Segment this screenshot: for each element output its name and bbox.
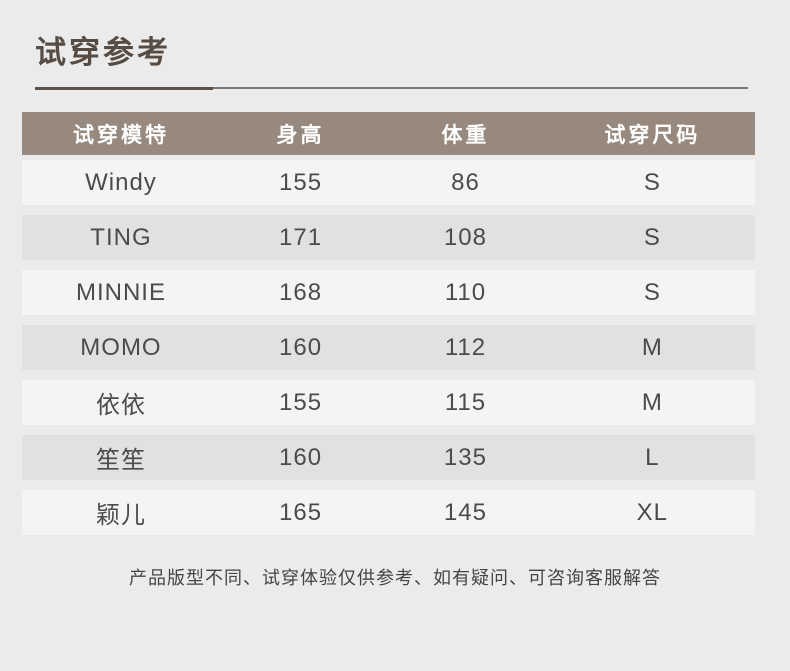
cell-size: S [643, 278, 661, 306]
cell-weight: 112 [444, 333, 487, 361]
cell-model: Windy [85, 168, 157, 196]
table-body: Windy 155 86 S TING 171 108 S MINNIE 168… [22, 155, 755, 540]
cell-height: 160 [279, 443, 323, 471]
table-row: 颖儿 165 145 XL [22, 485, 755, 540]
cell-weight: 135 [443, 443, 487, 471]
title-underline-accent [35, 87, 213, 90]
cell-weight: 108 [443, 223, 487, 251]
cell-height: 168 [279, 278, 323, 306]
cell-height: 165 [279, 498, 323, 526]
header-cell-weight: 体重 [441, 123, 490, 147]
cell-model: TING [90, 223, 152, 251]
cell-model: 颖儿 [95, 502, 146, 529]
cell-size: L [645, 443, 660, 471]
cell-size: M [641, 333, 663, 361]
cell-height: 171 [279, 223, 323, 251]
cell-size: S [643, 168, 661, 196]
table-row: 依依 155 115 M [22, 375, 755, 430]
table-row: TING 171 108 S [22, 210, 755, 265]
cell-size: XL [636, 498, 669, 526]
header-cell-size: 试穿尺码 [604, 123, 701, 147]
cell-weight: 115 [444, 388, 487, 416]
header-cell-height: 身高 [276, 123, 325, 147]
cell-size: S [643, 223, 661, 251]
cell-model: 笙笙 [95, 447, 146, 474]
table-row: MOMO 160 112 M [22, 320, 755, 375]
cell-model: 依依 [95, 392, 146, 419]
cell-height: 155 [279, 168, 323, 196]
footer-note: 产品版型不同、试穿体验仅供参考、如有疑问、可咨询客服解答 [129, 568, 661, 588]
cell-model: MINNIE [75, 278, 166, 306]
page-title: 试穿参考 [35, 35, 171, 70]
cell-model: MOMO [80, 333, 162, 361]
title-underline [35, 87, 748, 90]
header-cell-model: 试穿模特 [72, 123, 169, 147]
cell-height: 160 [279, 333, 323, 361]
cell-weight: 110 [444, 278, 487, 306]
cell-size: M [641, 388, 663, 416]
table-row: Windy 155 86 S [22, 155, 755, 210]
cell-weight: 145 [443, 498, 487, 526]
table-row: 笙笙 160 135 L [22, 430, 755, 485]
title-underline-thin [35, 87, 748, 89]
table-header-row: 试穿模特 身高 体重 试穿尺码 [22, 112, 755, 155]
fit-reference-table: 试穿模特 身高 体重 试穿尺码 Windy 155 86 S TING 171 … [22, 112, 755, 540]
cell-weight: 86 [451, 168, 480, 196]
cell-height: 155 [279, 388, 323, 416]
table-row: MINNIE 168 110 S [22, 265, 755, 320]
